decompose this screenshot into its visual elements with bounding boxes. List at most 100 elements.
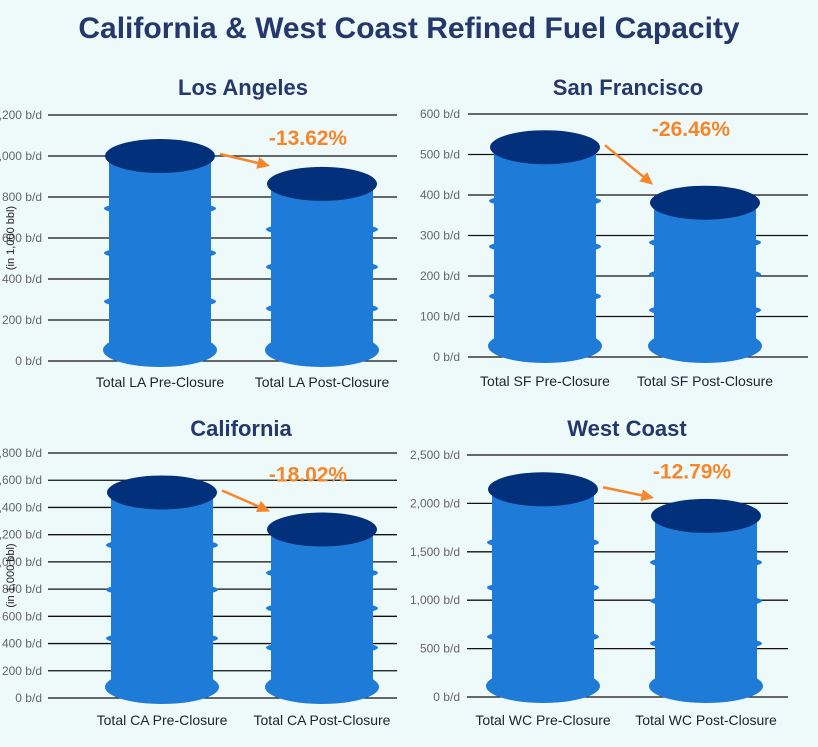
y-tick-label: 400 b/d <box>420 188 460 202</box>
category-label: Total SF Post-Closure <box>637 373 773 389</box>
barrel-hoop <box>487 580 599 595</box>
chart-panel-1: San Francisco 0 b/d 100 b/d 200 b/d 300 b/d 4… <box>420 75 808 389</box>
change-arrow <box>604 144 645 179</box>
barrel-hoop <box>649 267 761 282</box>
barrel-hoop <box>106 538 218 553</box>
barrel-hoop <box>266 259 378 274</box>
category-label: Total CA Pre-Closure <box>97 712 228 728</box>
barrel-hoop <box>650 593 762 608</box>
y-tick-label: 2,500 b/d <box>410 448 460 462</box>
barrel-hoop <box>650 636 762 651</box>
y-axis-label: (in 1,000 bbl) <box>5 206 17 270</box>
barrel-bottom <box>103 333 217 367</box>
y-tick-label: 800 b/d <box>2 582 42 596</box>
arrow-head-icon <box>256 500 270 513</box>
barrel-hoop <box>649 303 761 318</box>
barrel-hoop <box>106 631 218 646</box>
chart-panel-3: West Coast 0 b/d 500 b/d 1,000 b/d 1,500 b/d… <box>410 416 788 728</box>
y-tick-label: 0 b/d <box>433 690 460 704</box>
barrel-hoop <box>489 239 601 254</box>
barrel-bottom <box>265 333 379 367</box>
barrel-bar-0 <box>488 130 602 363</box>
chart-panel-0: Los Angeles 0 b/d 200 b/d 400 b/d 600 b/d 800… <box>0 75 397 390</box>
category-label: Total LA Pre-Closure <box>96 374 225 390</box>
barrel-hoop <box>266 565 378 580</box>
y-tick-label: 0 b/d <box>433 350 460 364</box>
barrel-bar-1 <box>265 512 379 704</box>
y-tick-label: 400 b/d <box>2 637 42 651</box>
barrel-top <box>651 498 761 533</box>
chart-title: Los Angeles <box>178 75 308 100</box>
barrel-bar-0 <box>103 139 217 367</box>
barrel-top <box>107 475 217 510</box>
arrow-head-icon <box>256 157 270 169</box>
barrel-bar-1 <box>648 185 762 363</box>
y-tick-label: 1,000 b/d <box>410 593 460 607</box>
barrel-bar-0 <box>486 472 600 703</box>
barrel-hoop <box>487 535 599 550</box>
arrow-head-icon <box>639 171 653 185</box>
barrel-hoop <box>489 289 601 304</box>
barrel-hoop <box>104 201 216 216</box>
barrel-top <box>267 166 377 201</box>
barrel-hoop <box>650 555 762 570</box>
barrel-bottom <box>265 670 379 704</box>
y-tick-label: 400 b/d <box>2 272 42 286</box>
barrel-hoop <box>487 629 599 644</box>
change-label: -13.62% <box>269 127 348 150</box>
barrel-top <box>488 472 598 507</box>
y-tick-label: 1,400 b/d <box>0 500 42 514</box>
barrel-hoop <box>266 301 378 316</box>
category-label: Total WC Pre-Closure <box>475 712 611 728</box>
y-tick-label: 200 b/d <box>2 664 42 678</box>
y-tick-label: 0 b/d <box>15 354 42 368</box>
y-tick-label: 600 b/d <box>420 107 460 121</box>
barrel-bottom <box>105 670 219 704</box>
change-label: -12.79% <box>653 460 732 483</box>
change-label: -26.46% <box>652 118 731 141</box>
barrel-top <box>650 185 760 220</box>
y-tick-label: 1,000 b/d <box>0 149 42 163</box>
change-arrow <box>219 152 259 165</box>
y-tick-label: 1,500 b/d <box>410 545 460 559</box>
y-tick-label: 1,600 b/d <box>0 473 42 487</box>
change-arrow <box>221 489 260 508</box>
barrel-bottom <box>649 669 763 703</box>
category-label: Total WC Post-Closure <box>635 712 777 728</box>
y-tick-label: 200 b/d <box>2 313 42 327</box>
barrel-bar-1 <box>265 166 379 367</box>
y-tick-label: 1,200 b/d <box>0 108 42 122</box>
y-tick-label: 1,000 b/d <box>0 555 42 569</box>
barrel-bottom <box>648 329 762 363</box>
arrow-head-icon <box>640 489 654 502</box>
y-axis-label: (in 1,000 bbl) <box>5 543 17 607</box>
y-tick-label: 500 b/d <box>420 148 460 162</box>
barrel-bottom <box>488 329 602 363</box>
barrel-bottom <box>486 669 600 703</box>
y-tick-label: 1,800 b/d <box>0 446 42 460</box>
barrel-top <box>267 512 377 547</box>
main-title: California & West Coast Refined Fuel Cap… <box>78 12 740 45</box>
chart-title: San Francisco <box>553 75 703 100</box>
barrel-bar-0 <box>105 475 219 704</box>
barrel-hoop <box>649 235 761 250</box>
y-tick-label: 500 b/d <box>420 642 460 656</box>
chart-title: West Coast <box>567 416 687 441</box>
barrel-hoop <box>266 222 378 237</box>
category-label: Total CA Post-Closure <box>254 712 391 728</box>
barrel-bar-1 <box>649 498 763 703</box>
chart-panel-2: California 0 b/d 200 b/d 400 b/d 600 b/d 800 … <box>0 416 397 728</box>
barrel-hoop <box>266 640 378 655</box>
change-label: -18.02% <box>269 463 348 486</box>
barrel-hoop <box>106 582 218 597</box>
y-tick-label: 1,200 b/d <box>0 528 42 542</box>
barrel-top <box>105 139 215 173</box>
y-tick-label: 100 b/d <box>420 310 460 324</box>
y-tick-label: 200 b/d <box>420 269 460 283</box>
barrel-hoop <box>266 601 378 616</box>
y-tick-label: 600 b/d <box>2 231 42 245</box>
barrel-hoop <box>489 193 601 208</box>
chart-title: California <box>190 416 292 441</box>
barrel-hoop <box>104 246 216 260</box>
